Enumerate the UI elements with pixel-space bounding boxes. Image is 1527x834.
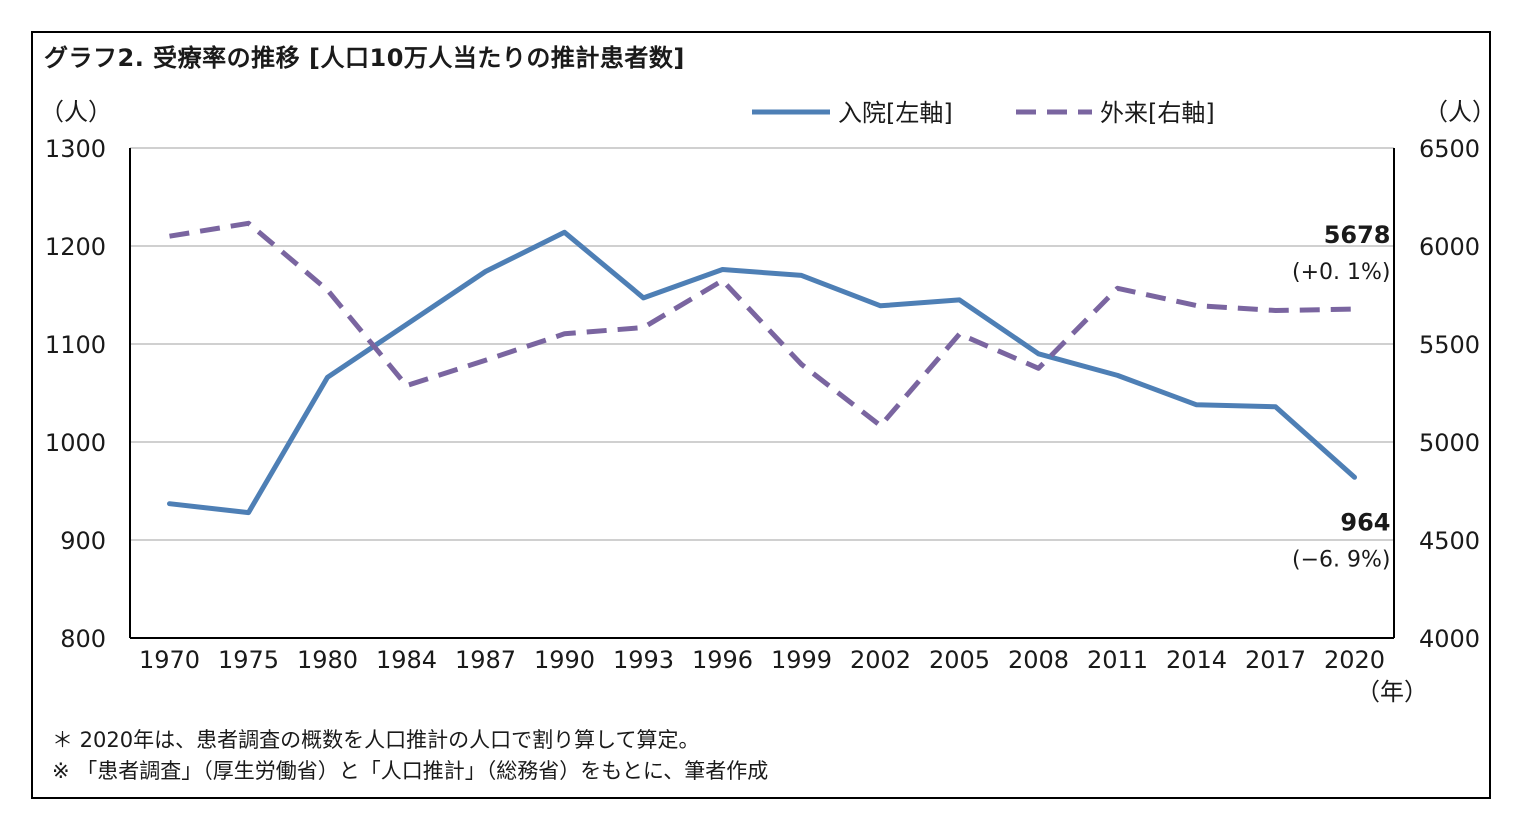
x-axis-unit: （年） bbox=[1356, 678, 1428, 706]
left-tick-label: 1000 bbox=[45, 429, 106, 457]
left-tick-label: 1100 bbox=[45, 331, 106, 359]
x-tick-label: 2020 bbox=[1324, 646, 1385, 674]
left-tick-label: 1200 bbox=[45, 233, 106, 261]
chart-title: グラフ2. 受療率の推移 [人口10万人当たりの推計患者数] bbox=[44, 44, 685, 72]
x-tick-label: 1980 bbox=[297, 646, 358, 674]
right-axis-ticks: 4000 4500 5000 5500 6000 6500 bbox=[1419, 135, 1480, 653]
right-tick-label: 6500 bbox=[1419, 135, 1480, 163]
data-label: 5678 bbox=[1324, 221, 1391, 249]
data-label: 964 bbox=[1340, 508, 1390, 536]
left-axis-unit: （人） bbox=[40, 98, 112, 126]
left-tick-label: 800 bbox=[60, 625, 106, 653]
x-tick-label: 1975 bbox=[218, 646, 279, 674]
note-1: ＊ 2020年は、患者調査の概数を人口推計の人口で割り算して算定。 bbox=[52, 728, 700, 752]
x-tick-label: 2017 bbox=[1245, 646, 1306, 674]
data-label: (+0. 1%) bbox=[1292, 260, 1390, 285]
x-axis-ticks: 1970 1975 1980 1984 1987 1990 1993 1996 1999 2002… bbox=[139, 646, 1385, 674]
right-tick-label: 5500 bbox=[1419, 331, 1480, 359]
annotations: 5678 (+0. 1%) 964 (−6. 9%) bbox=[1292, 221, 1390, 572]
series-line-outpatient bbox=[169, 220, 1355, 429]
x-tick-label: 1993 bbox=[613, 646, 674, 674]
right-tick-label: 6000 bbox=[1419, 233, 1480, 261]
right-tick-label: 4500 bbox=[1419, 527, 1480, 555]
series-line-inpatient bbox=[167, 229, 1357, 516]
axis-units: （人） （人） （年） bbox=[40, 98, 1496, 706]
x-tick-label: 1970 bbox=[139, 646, 200, 674]
x-tick-label: 2011 bbox=[1087, 646, 1148, 674]
right-tick-label: 5000 bbox=[1419, 429, 1480, 457]
x-tick-label: 1990 bbox=[534, 646, 595, 674]
series-layer bbox=[167, 220, 1357, 516]
legend-label-outpatient: 外来[右軸] bbox=[1100, 99, 1215, 127]
right-tick-label: 4000 bbox=[1419, 625, 1480, 653]
left-axis-ticks: 800 900 1000 1100 1200 1300 bbox=[45, 135, 106, 653]
legend: 入院[左軸] 外来[右軸] bbox=[752, 99, 1215, 127]
x-tick-label: 1987 bbox=[455, 646, 516, 674]
x-tick-label: 2014 bbox=[1166, 646, 1227, 674]
x-tick-label: 2008 bbox=[1008, 646, 1069, 674]
x-tick-label: 2005 bbox=[929, 646, 990, 674]
chart-frame bbox=[31, 31, 1491, 799]
right-axis-unit: （人） bbox=[1424, 98, 1496, 126]
x-tick-label: 1984 bbox=[376, 646, 437, 674]
data-label: (−6. 9%) bbox=[1292, 547, 1390, 572]
x-tick-label: 2002 bbox=[850, 646, 911, 674]
x-tick-label: 1999 bbox=[771, 646, 832, 674]
legend-label-inpatient: 入院[左軸] bbox=[838, 99, 953, 127]
left-tick-label: 900 bbox=[60, 527, 106, 555]
left-tick-label: 1300 bbox=[45, 135, 106, 163]
x-tick-label: 1996 bbox=[692, 646, 753, 674]
grid-lines bbox=[130, 147, 1394, 541]
axes bbox=[129, 148, 1395, 639]
note-2: ※ 「患者調査」（厚生労働省）と「人口推計」（総務省）をもとに、筆者作成 bbox=[52, 759, 769, 783]
